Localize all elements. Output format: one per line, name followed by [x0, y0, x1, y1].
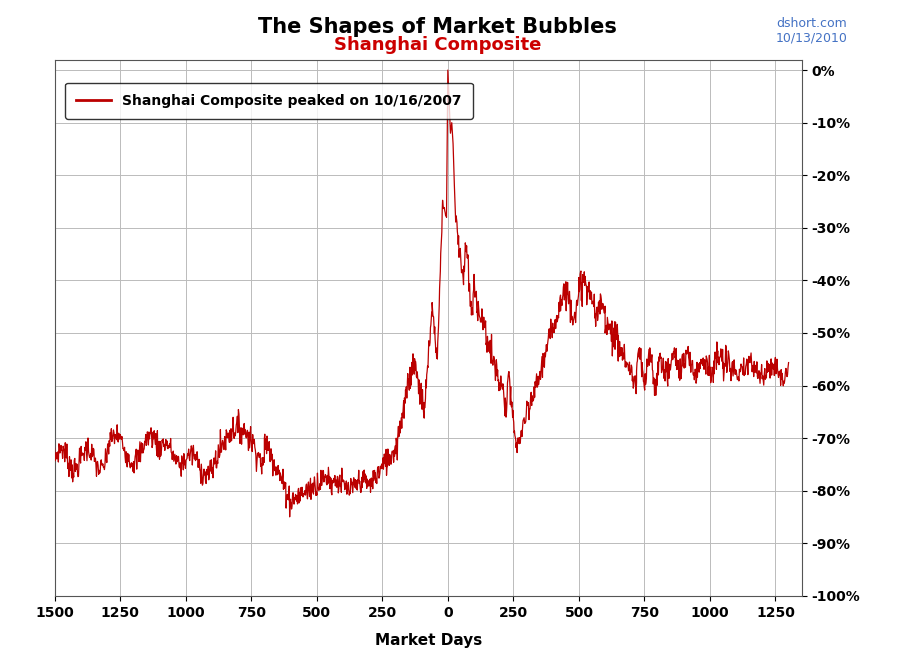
Text: dshort.com: dshort.com [776, 17, 847, 30]
Text: 10/13/2010: 10/13/2010 [775, 32, 847, 45]
Legend: Shanghai Composite peaked on 10/16/2007: Shanghai Composite peaked on 10/16/2007 [66, 83, 473, 119]
X-axis label: Market Days: Market Days [374, 634, 482, 648]
Text: The Shapes of Market Bubbles: The Shapes of Market Bubbles [258, 17, 617, 36]
Text: Shanghai Composite: Shanghai Composite [333, 36, 541, 54]
